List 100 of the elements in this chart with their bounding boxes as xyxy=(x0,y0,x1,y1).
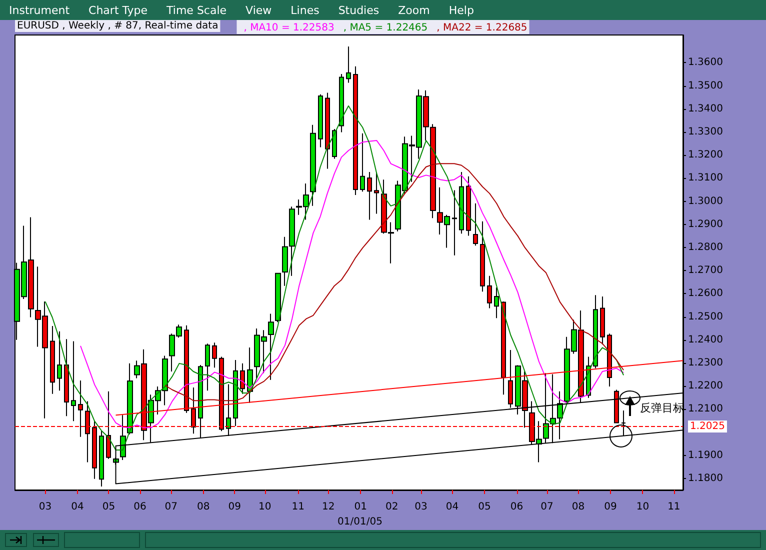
candlestick xyxy=(268,313,274,380)
y-tick-label: 1.3100 xyxy=(688,172,723,184)
candlestick xyxy=(57,330,62,392)
y-tick-label: 1.2200 xyxy=(688,380,723,392)
candlestick xyxy=(318,94,323,148)
candlestick xyxy=(78,380,83,438)
x-tick-label: 04 xyxy=(446,502,459,512)
candlestick xyxy=(275,272,281,323)
y-tick-label: 1.3500 xyxy=(688,80,723,92)
text: Studies xyxy=(338,4,380,16)
text: Help xyxy=(448,4,474,16)
x-tick-label: 03 xyxy=(38,502,52,512)
text: Instrument xyxy=(9,4,70,16)
x-tick-label: 08 xyxy=(197,502,210,512)
candlestick xyxy=(233,359,238,427)
candlestick xyxy=(346,46,351,84)
x-tick-label: 05 xyxy=(478,502,491,512)
line-series xyxy=(164,163,624,402)
line-series xyxy=(80,140,624,428)
x-tick-label: 01 xyxy=(354,502,367,512)
x-tick-label: 06 xyxy=(134,502,146,512)
text: , MA22 = 1.22685 xyxy=(436,22,528,34)
x-tick-label: 11 xyxy=(668,502,680,512)
candlestick xyxy=(71,340,76,422)
text: 01/01/05 xyxy=(338,516,382,528)
text: Chart Type xyxy=(88,4,148,16)
x-tick-label: 02 xyxy=(385,502,398,512)
x-tick-label: 09 xyxy=(604,502,617,512)
x-tick-label: 07 xyxy=(540,502,554,512)
ref-line-label: 1.2025 xyxy=(690,420,725,432)
line-series xyxy=(44,105,624,451)
y-tick-label: 1.2900 xyxy=(688,218,723,230)
candlestick xyxy=(480,220,485,292)
candlestick xyxy=(494,286,499,319)
candlestick xyxy=(600,296,605,345)
candlestick xyxy=(240,362,245,394)
candlestick xyxy=(593,294,598,369)
candlestick xyxy=(85,400,90,463)
x-tick-label: 10 xyxy=(258,502,272,512)
candlestick xyxy=(325,92,330,170)
candlestick xyxy=(50,326,55,394)
candlestick xyxy=(360,132,365,192)
y-tick-label: 1.2500 xyxy=(688,311,723,322)
candlestick xyxy=(289,206,295,276)
y-tick-label: 1.2700 xyxy=(688,265,723,276)
text: Time Scale xyxy=(166,4,227,16)
y-tick-label: 1.2400 xyxy=(688,334,723,346)
candlestick xyxy=(466,176,471,236)
candlestick xyxy=(339,74,344,133)
chart-title: EURUSD , Weekly , # 87, Real-time data xyxy=(17,20,218,32)
candlestick xyxy=(64,338,69,417)
x-tick-label: 12 xyxy=(322,502,335,512)
y-tick-label: 1.1900 xyxy=(688,450,723,461)
candlestick xyxy=(374,171,379,214)
x-tick-label: 07 xyxy=(164,502,178,512)
y-tick-label: 1.1800 xyxy=(688,472,723,484)
candlestick xyxy=(353,66,358,196)
x-tick-label: 06 xyxy=(510,502,524,512)
y-tick-label: 1.3200 xyxy=(688,150,723,161)
x-tick-label: 09 xyxy=(228,502,242,512)
candlestick xyxy=(282,236,288,286)
text: Lines xyxy=(290,4,320,16)
candlestick xyxy=(191,386,196,434)
candlestick xyxy=(310,124,316,206)
x-tick-label: 03 xyxy=(414,502,428,512)
y-tick-label: 1.2300 xyxy=(688,357,723,368)
x-tick-label: 04 xyxy=(71,502,84,512)
candlestick xyxy=(99,430,104,488)
candlestick xyxy=(367,171,372,220)
candlestick xyxy=(430,124,436,219)
y-tick-label: 1.2100 xyxy=(688,404,723,415)
candlestick xyxy=(106,390,111,460)
y-tick-label: 1.3600 xyxy=(688,57,723,68)
candlestick xyxy=(212,342,217,368)
y-tick-label: 1.3300 xyxy=(688,126,723,138)
y-tick-label: 1.2600 xyxy=(688,288,723,300)
candlestick xyxy=(473,202,478,246)
x-tick-label: 10 xyxy=(636,502,650,512)
candlestick xyxy=(92,420,97,480)
x-tick-label: 05 xyxy=(102,502,116,512)
candlestick xyxy=(501,301,506,396)
candlestick xyxy=(205,343,210,392)
text: , MA10 = 1.22583 xyxy=(244,22,334,34)
annotation: 反弹目标 xyxy=(640,402,684,414)
x-tick-label: 08 xyxy=(572,502,585,512)
text: , MA5 = 1.22465 xyxy=(343,22,428,34)
candlestick xyxy=(607,333,612,388)
candlestick xyxy=(621,410,626,436)
y-tick-label: 1.3000 xyxy=(688,196,723,207)
candlestick xyxy=(127,362,133,435)
x-tick-label: 11 xyxy=(292,502,304,512)
candlestick xyxy=(452,190,457,256)
text: Zoom xyxy=(398,4,430,16)
candlestick xyxy=(332,128,337,160)
text: View xyxy=(246,4,272,16)
y-tick-label: 1.2800 xyxy=(688,242,723,253)
candlestick xyxy=(487,275,492,309)
candlestick xyxy=(184,324,189,414)
y-tick-label: 1.3400 xyxy=(688,103,723,114)
candlestick xyxy=(459,171,464,234)
